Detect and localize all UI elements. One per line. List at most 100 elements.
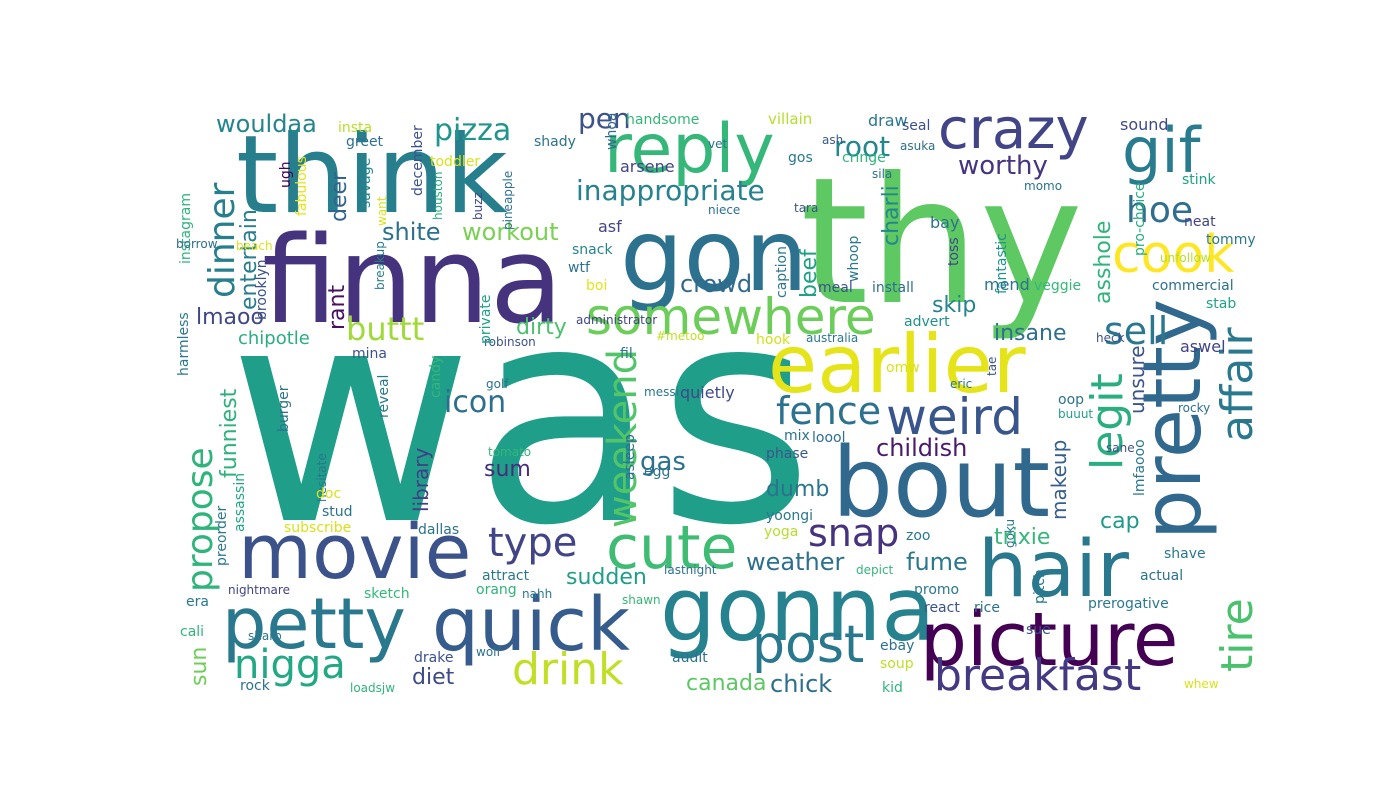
word-weekend: weekend — [600, 349, 646, 528]
word-chick: chick — [770, 670, 832, 698]
word-depict: depict — [856, 563, 894, 577]
word-weird: weird — [886, 388, 1023, 446]
word-sun: sun — [187, 647, 212, 686]
word-hook: hook — [756, 332, 791, 348]
word-stink: stink — [1182, 172, 1217, 188]
word-commercial: commercial — [1152, 278, 1234, 294]
word-orang: orang — [476, 582, 517, 598]
word-nigga: nigga — [234, 642, 346, 688]
word-rant: rant — [325, 285, 350, 330]
word-gonna: gonna — [660, 558, 935, 661]
word-fabulous: fabulous — [294, 156, 310, 216]
word-type: type — [488, 520, 577, 566]
word-crowd: crowd — [680, 270, 752, 298]
word-entertain: entertain — [237, 209, 262, 310]
word-fume: fume — [906, 548, 968, 576]
word-think: think — [236, 113, 508, 238]
word-bay: bay — [930, 213, 959, 232]
word-buzz: buzz — [471, 192, 485, 220]
word-nightmare: nightmare — [228, 583, 290, 597]
word-prerogative: prerogative — [1088, 596, 1169, 612]
word-era: era — [186, 594, 209, 610]
word-skip: skip — [932, 293, 976, 318]
word-want: want — [375, 196, 389, 226]
word-dallas: dallas — [418, 522, 459, 538]
word-sane: sane — [1106, 441, 1135, 455]
word-fil: fil — [620, 346, 633, 362]
word-thy: thy — [800, 141, 1083, 344]
word-gos: gos — [788, 150, 813, 166]
word-library: library — [409, 447, 433, 512]
word-toddler: toddler — [430, 154, 480, 170]
word-zoo: zoo — [906, 528, 930, 544]
word-ebay: ebay — [880, 638, 914, 654]
word-harmless: harmless — [176, 312, 192, 376]
word-reply: reply — [604, 110, 775, 189]
word-hesitate: hesitate — [315, 453, 329, 502]
word-shady: shady — [534, 134, 576, 150]
word-phase: phase — [766, 446, 808, 462]
word-loool: loool — [812, 430, 845, 446]
word-stud: stud — [322, 504, 353, 520]
word-movie: movie — [238, 507, 471, 596]
word-pro-choice: pro-choice — [1132, 182, 1148, 256]
word-goku: goku — [1003, 519, 1017, 548]
word-instagram: instagram — [178, 193, 194, 264]
word-deer: deer — [327, 171, 352, 222]
word-legit: legit — [1082, 373, 1133, 470]
word-chipotle: chipotle — [238, 328, 310, 349]
word-wolf: wolf — [476, 645, 501, 659]
word-mend: mend — [984, 275, 1030, 294]
word-cringe: cringe — [842, 150, 886, 166]
word-dinner: dinner — [202, 182, 243, 298]
word-preorder: preorder — [214, 505, 230, 566]
word-crazy: crazy — [938, 97, 1089, 162]
word-assassin: assassin — [232, 473, 248, 532]
word-doc: doc — [316, 486, 341, 502]
word-snap: snap — [808, 511, 899, 555]
word-was: was — [228, 242, 814, 591]
word-pretty: pretty — [1126, 299, 1219, 540]
word-affair: affair — [1212, 327, 1263, 442]
word-buttt: buttt — [346, 310, 424, 348]
word--metoo: #metoo — [656, 329, 705, 343]
word-subscribe: subscribe — [284, 520, 351, 536]
word-canada: canada — [686, 671, 766, 696]
word-kid: kid — [882, 680, 903, 696]
word-dumb: dumb — [766, 477, 829, 502]
word-eric: eric — [950, 377, 972, 391]
word-earlier: earlier — [768, 318, 1026, 411]
word-caption: caption — [774, 246, 790, 298]
word-fantastic: fantastic — [994, 233, 1010, 294]
word-soup: soup — [880, 656, 914, 672]
word-pen: pen — [578, 102, 631, 135]
word-villain: villain — [768, 110, 812, 128]
word-seal: seal — [902, 118, 930, 134]
word-stab: stab — [1206, 296, 1236, 312]
word-asleep: asleep — [622, 434, 638, 480]
word-attract: attract — [482, 568, 530, 584]
word-pineapple: pineapple — [501, 171, 515, 230]
word-robinson: robinson — [484, 335, 536, 349]
word-veggie: veggie — [1034, 278, 1081, 294]
word-savage: savage — [358, 158, 374, 208]
word-reveal: reveal — [376, 375, 392, 418]
word-omw: omw — [886, 360, 920, 376]
word-quietly: quietly — [680, 383, 735, 402]
word-borrow: borrow — [176, 237, 218, 251]
word-gas: gas — [640, 447, 686, 477]
word-react: react — [924, 600, 960, 616]
word-ash: ash — [822, 133, 843, 147]
word-asf: asf — [598, 217, 622, 236]
word-mina: mina — [352, 346, 387, 362]
word-workout: workout — [462, 218, 559, 246]
word-post: post — [752, 615, 864, 675]
word-private: private — [478, 295, 494, 345]
word-sketch: sketch — [364, 586, 410, 602]
word-charli: charli — [879, 185, 904, 246]
word-wouldaa: wouldaa — [216, 110, 317, 138]
word-gon: gon — [620, 197, 808, 314]
word-drink: drink — [512, 644, 624, 695]
word-cap: cap — [1100, 509, 1140, 534]
